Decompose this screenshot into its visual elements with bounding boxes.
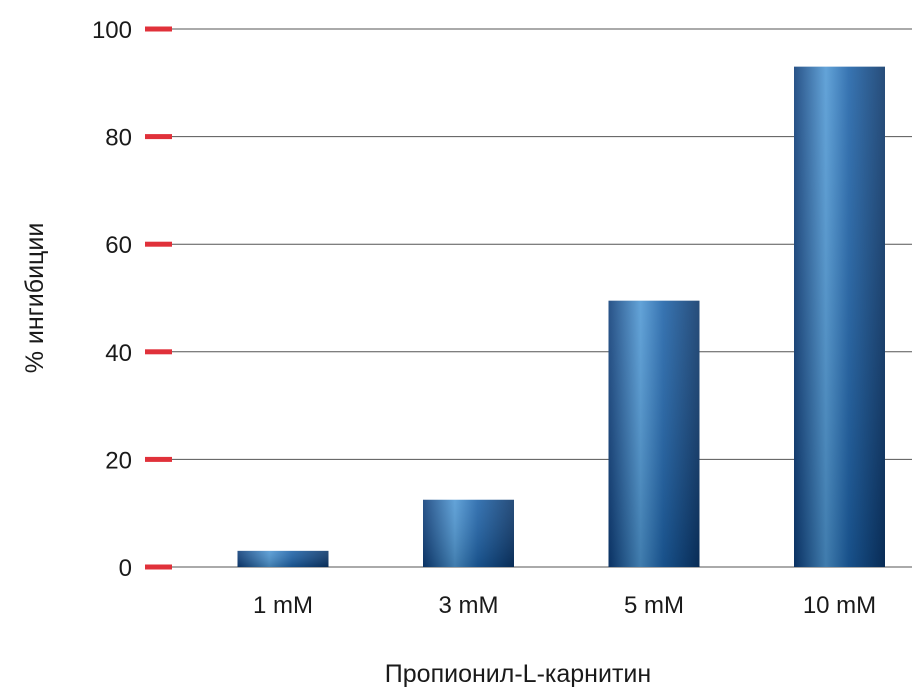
x-tick-label: 10 mM — [803, 592, 876, 619]
bar — [237, 550, 329, 567]
bar-shade — [423, 499, 514, 567]
y-axis-title: % ингибиции — [21, 223, 49, 374]
x-tick-label: 5 mM — [624, 592, 684, 619]
x-tick-label: 3 mM — [439, 592, 499, 619]
y-tick-mark — [145, 241, 172, 247]
x-axis-title: Пропионил-L-карнитин — [385, 660, 651, 688]
y-axis: 0 20 40 60 80 100 — [92, 17, 172, 582]
y-tick-label: 40 — [105, 340, 132, 367]
y-tick-mark — [145, 26, 172, 32]
bar-shade — [608, 300, 700, 567]
bar — [608, 300, 700, 567]
x-tick-label: 1 mM — [253, 592, 313, 619]
y-tick-label: 100 — [92, 17, 132, 44]
y-tick-label: 60 — [105, 232, 132, 259]
gridlines — [145, 28, 912, 568]
y-tick-mark — [145, 134, 172, 140]
bars — [237, 66, 885, 567]
y-tick-mark — [145, 349, 172, 355]
x-axis: 1 mM 3 mM 5 mM 10 mM — [253, 592, 876, 619]
bar-shade — [237, 550, 329, 567]
bar — [794, 66, 885, 567]
y-tick-mark — [145, 564, 172, 570]
y-tick-mark — [145, 456, 172, 462]
bar — [423, 499, 514, 567]
y-tick-label: 20 — [105, 447, 132, 474]
bar-shade — [794, 66, 885, 567]
y-tick-label: 80 — [105, 125, 132, 152]
y-tick-label: 0 — [119, 555, 132, 582]
